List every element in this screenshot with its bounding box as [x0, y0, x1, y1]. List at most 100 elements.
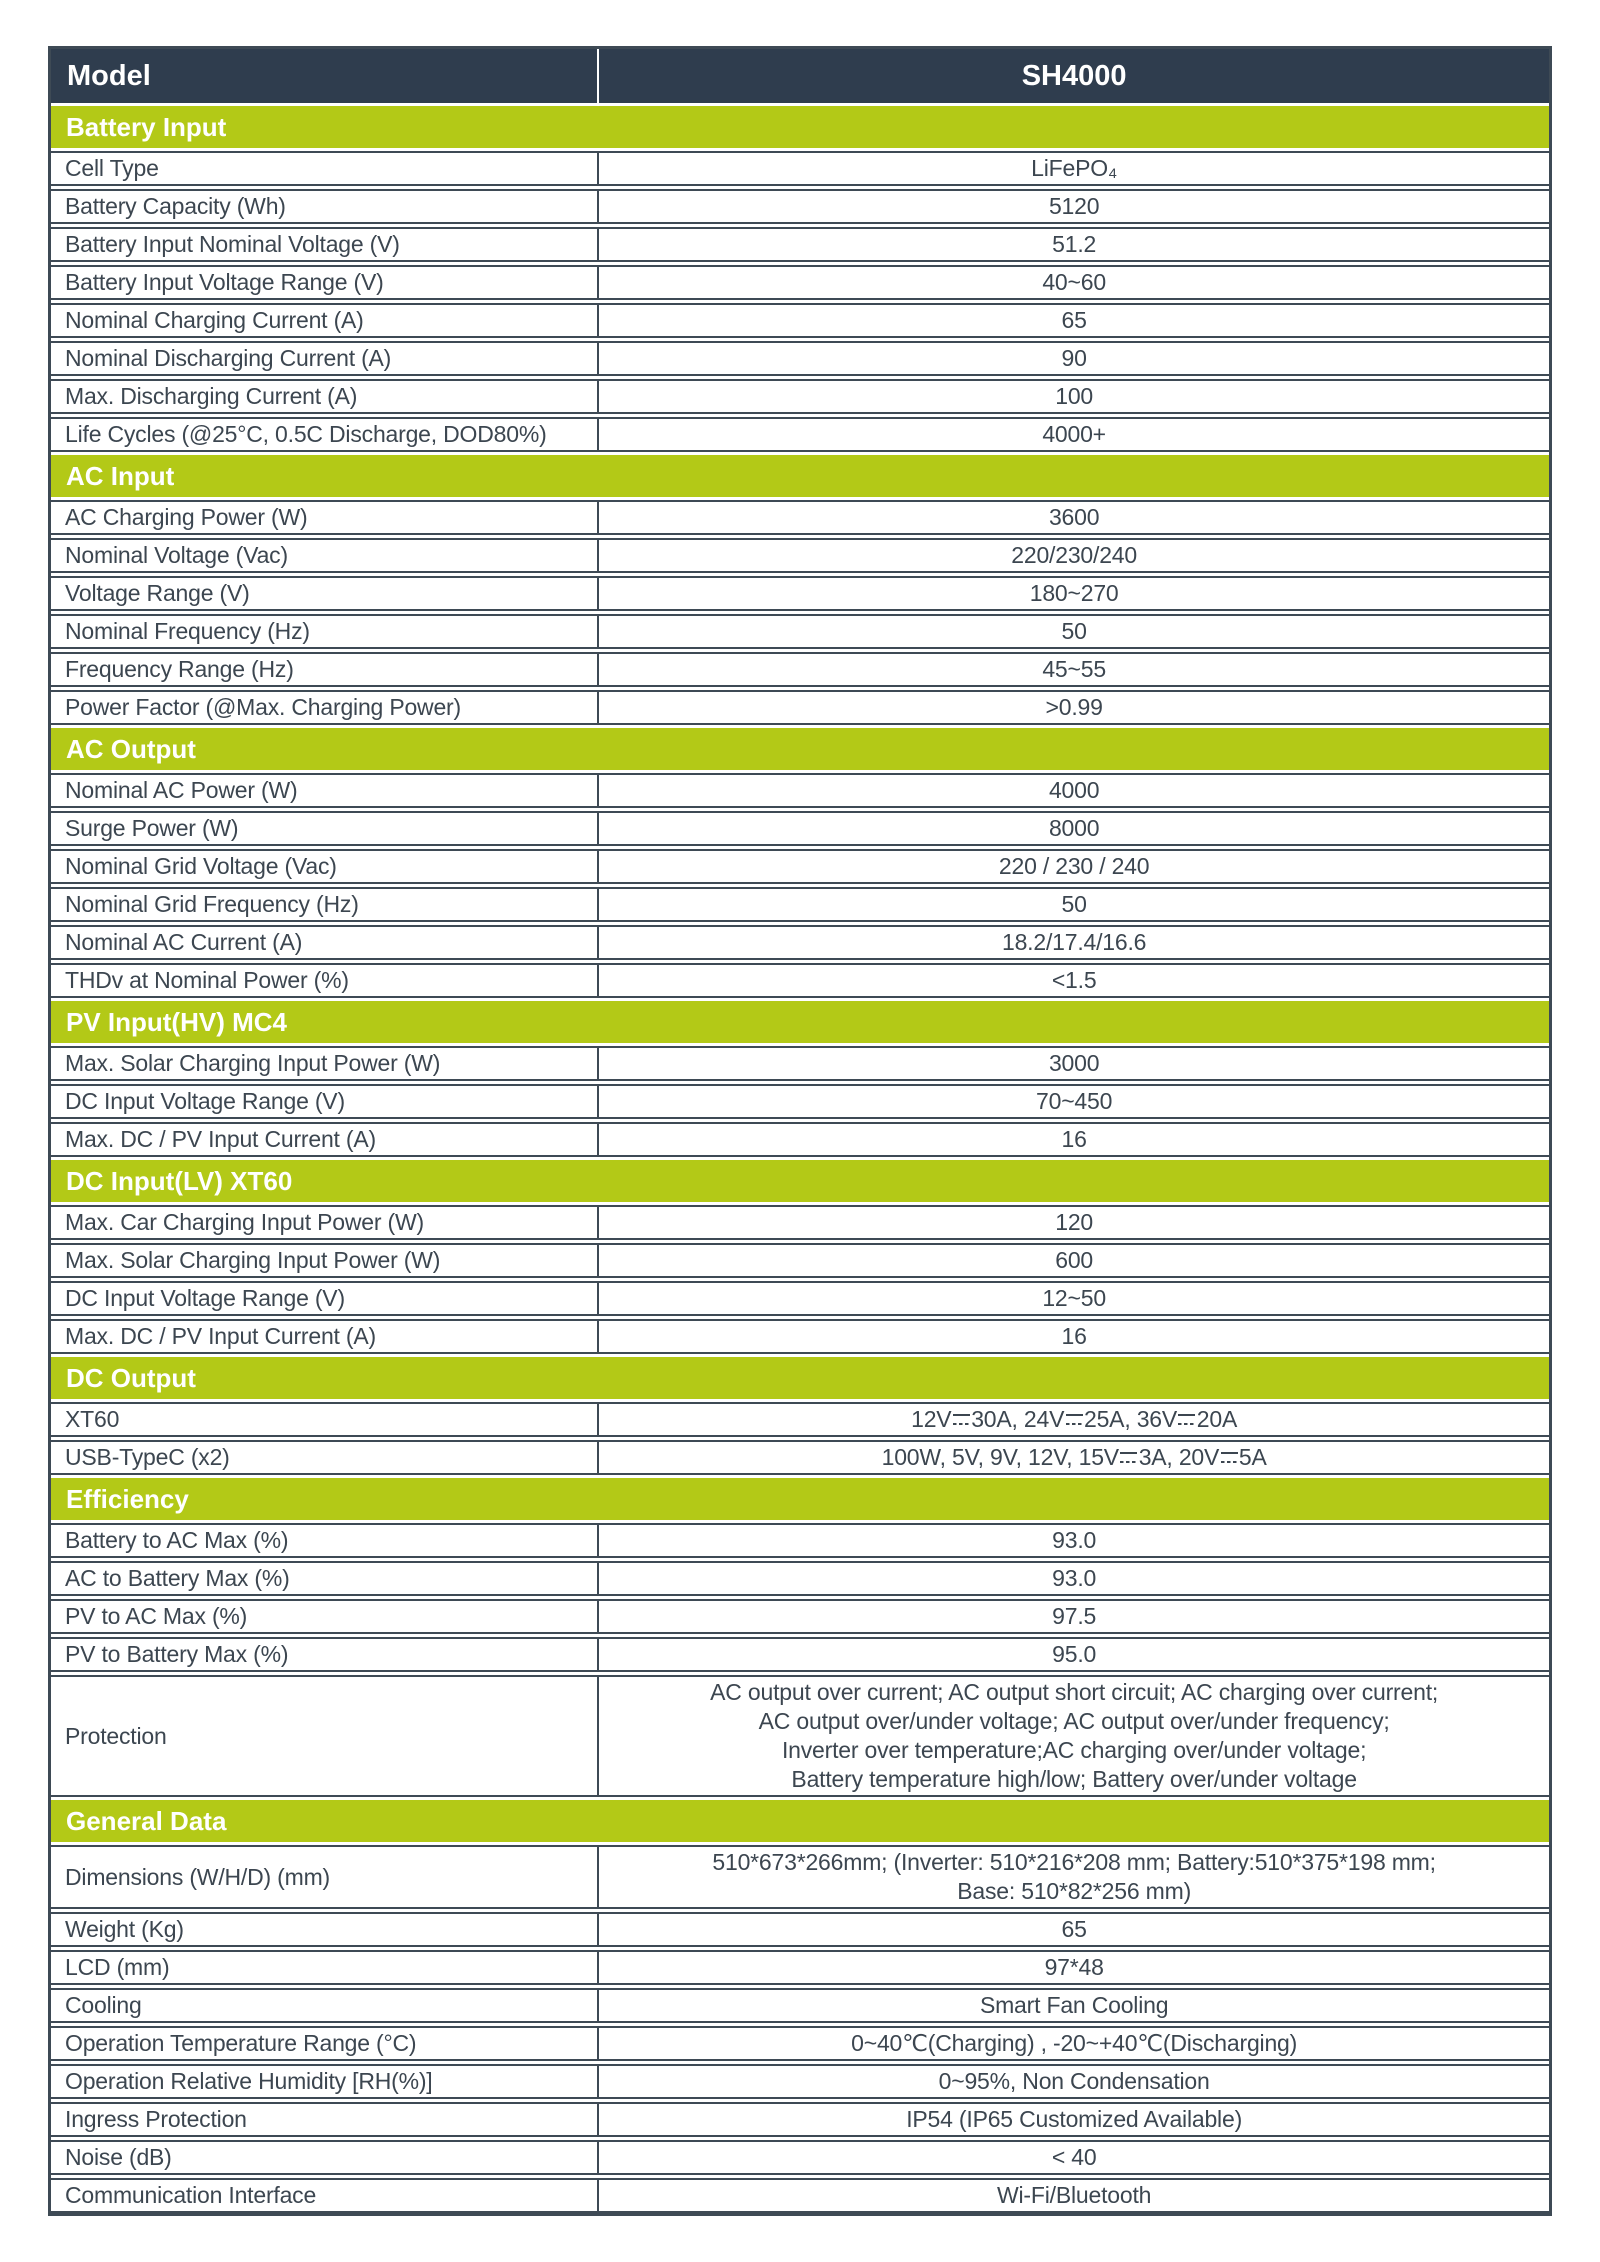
section-header-bar: PV Input(HV) MC4 [51, 1001, 1549, 1043]
spec-row: Battery Input Nominal Voltage (V) 51.2 [51, 227, 1549, 262]
spec-label: AC Charging Power (W) [51, 502, 600, 533]
section-header-bar: General Data [51, 1800, 1549, 1842]
spec-label: Battery Input Nominal Voltage (V) [51, 229, 600, 260]
spec-label: Nominal Grid Voltage (Vac) [51, 851, 600, 882]
spec-row: Weight (Kg) 65 [51, 1912, 1549, 1947]
section-title: DC Output [66, 1363, 196, 1393]
spec-value: 65 [1061, 307, 1087, 333]
spec-label: Max. Solar Charging Input Power (W) [51, 1245, 600, 1276]
spec-value: 4000 [1048, 777, 1100, 803]
section-header-bar: DC Output [51, 1357, 1549, 1399]
spec-value: 8000 [1048, 815, 1100, 841]
spec-section: DC Output XT60 12V 30A, 24V 25A, 36V 20A US… [51, 1357, 1549, 1475]
spec-label: Nominal AC Power (W) [51, 775, 600, 806]
spec-row: Max. Car Charging Input Power (W) 120 [51, 1205, 1549, 1240]
spec-row: DC Input Voltage Range (V) 12~50 [51, 1281, 1549, 1316]
model-header-value: SH4000 [1021, 60, 1127, 92]
spec-label: Operation Relative Humidity [RH(%)] [51, 2066, 600, 2097]
spec-label: Nominal Charging Current (A) [51, 305, 600, 336]
spec-value: 12V 30A, 24V 25A, 36V 20A [911, 1406, 1238, 1432]
dc-symbol [952, 1413, 970, 1426]
spec-row: Ingress Protection IP54 (IP65 Customized… [51, 2102, 1549, 2137]
spec-value: 18.2/17.4/16.6 [1001, 929, 1147, 955]
spec-label: Nominal Frequency (Hz) [51, 616, 600, 647]
spec-row: Operation Relative Humidity [RH(%)] 0~95… [51, 2064, 1549, 2099]
spec-value: 93.0 [1052, 1565, 1097, 1591]
spec-label: Frequency Range (Hz) [51, 654, 600, 685]
spec-section: AC Output Nominal AC Power (W) 4000 Surg… [51, 728, 1549, 998]
spec-value: 600 [1055, 1247, 1094, 1273]
spec-value: 0~95%, Non Condensation [938, 2068, 1210, 2094]
spec-row: DC Input Voltage Range (V) 70~450 [51, 1084, 1549, 1119]
section-rows: Nominal AC Power (W) 4000 Surge Power (W… [51, 773, 1549, 998]
model-header-label: Model [51, 49, 600, 103]
spec-label: AC to Battery Max (%) [51, 1563, 600, 1594]
spec-row: Max. Discharging Current (A) 100 [51, 379, 1549, 414]
spec-label: Cell Type [51, 153, 600, 184]
spec-row: Max. Solar Charging Input Power (W) 600 [51, 1243, 1549, 1278]
spec-row: Battery Capacity (Wh) 5120 [51, 189, 1549, 224]
dc-symbol [1065, 1413, 1083, 1426]
section-title: DC Input(LV) XT60 [66, 1166, 293, 1196]
spec-value: 51.2 [1052, 231, 1097, 257]
spec-section: DC Input(LV) XT60 Max. Car Charging Inpu… [51, 1160, 1549, 1354]
spec-row: AC Charging Power (W) 3600 [51, 500, 1549, 535]
spec-row: Nominal Voltage (Vac) 220/230/240 [51, 538, 1549, 573]
section-rows: Max. Solar Charging Input Power (W) 3000… [51, 1046, 1549, 1157]
section-header-bar: AC Output [51, 728, 1549, 770]
spec-section: Efficiency Battery to AC Max (%) 93.0 AC… [51, 1478, 1549, 1797]
dc-symbol [1220, 1451, 1238, 1464]
spec-value: <1.5 [1051, 967, 1097, 993]
spec-label: XT60 [51, 1404, 600, 1435]
spec-label: USB-TypeC (x2) [51, 1442, 600, 1473]
spec-row: Nominal Discharging Current (A) 90 [51, 341, 1549, 376]
spec-label: DC Input Voltage Range (V) [51, 1086, 600, 1117]
spec-row: Max. DC / PV Input Current (A) 16 [51, 1319, 1549, 1354]
spec-label: LCD (mm) [51, 1952, 600, 1983]
spec-label: DC Input Voltage Range (V) [51, 1283, 600, 1314]
spec-label: Max. DC / PV Input Current (A) [51, 1321, 600, 1352]
spec-row: Power Factor (@Max. Charging Power) >0.9… [51, 690, 1549, 725]
spec-label: Battery Input Voltage Range (V) [51, 267, 600, 298]
spec-value: 16 [1061, 1126, 1087, 1152]
spec-row: LCD (mm) 97*48 [51, 1950, 1549, 1985]
spec-value: AC output over current; AC output short … [710, 1679, 1439, 1792]
spec-row: Cell Type LiFePO₄ [51, 151, 1549, 186]
spec-value: 510*673*266mm; (Inverter: 510*216*208 mm… [712, 1849, 1436, 1904]
section-title: PV Input(HV) MC4 [66, 1007, 287, 1037]
spec-value: Smart Fan Cooling [979, 1992, 1169, 2018]
spec-value: 5120 [1048, 193, 1100, 219]
spec-label: Communication Interface [51, 2180, 600, 2211]
spec-value: 120 [1055, 1209, 1094, 1235]
spec-value: 16 [1061, 1323, 1087, 1349]
spec-value: < 40 [1051, 2144, 1097, 2170]
spec-value: 40~60 [1042, 269, 1106, 295]
spec-label: Voltage Range (V) [51, 578, 600, 609]
section-rows: Max. Car Charging Input Power (W) 120 Ma… [51, 1205, 1549, 1354]
section-rows: AC Charging Power (W) 3600 Nominal Volta… [51, 500, 1549, 725]
spec-row: Battery to AC Max (%) 93.0 [51, 1523, 1549, 1558]
spec-row: Nominal AC Power (W) 4000 [51, 773, 1549, 808]
spec-value: 12~50 [1042, 1285, 1106, 1311]
section-rows: Cell Type LiFePO₄ Battery Capacity (Wh) … [51, 151, 1549, 452]
spec-row: Protection AC output over current; AC ou… [51, 1675, 1549, 1797]
spec-label: Surge Power (W) [51, 813, 600, 844]
section-header-bar: Battery Input [51, 106, 1549, 148]
spec-row: Communication Interface Wi-Fi/Bluetooth [51, 2178, 1549, 2213]
section-header-bar: DC Input(LV) XT60 [51, 1160, 1549, 1202]
spec-label: Nominal Discharging Current (A) [51, 343, 600, 374]
spec-value: 0~40℃(Charging) , -20~+40℃(Discharging) [851, 2030, 1298, 2056]
spec-value: 90 [1061, 345, 1087, 371]
spec-row: AC to Battery Max (%) 93.0 [51, 1561, 1549, 1596]
spec-label: Max. DC / PV Input Current (A) [51, 1124, 600, 1155]
spec-label: Battery Capacity (Wh) [51, 191, 600, 222]
spec-value: 3000 [1048, 1050, 1100, 1076]
spec-label: Power Factor (@Max. Charging Power) [51, 692, 600, 723]
spec-row: Max. DC / PV Input Current (A) 16 [51, 1122, 1549, 1157]
spec-row: Nominal AC Current (A) 18.2/17.4/16.6 [51, 925, 1549, 960]
spec-table: Model SH4000 Battery Input Cell Type LiF… [48, 46, 1552, 2216]
spec-row: Operation Temperature Range (°C) 0~40℃(C… [51, 2026, 1549, 2061]
spec-row: PV to Battery Max (%) 95.0 [51, 1637, 1549, 1672]
spec-section: Battery Input Cell Type LiFePO₄ Battery … [51, 106, 1549, 452]
